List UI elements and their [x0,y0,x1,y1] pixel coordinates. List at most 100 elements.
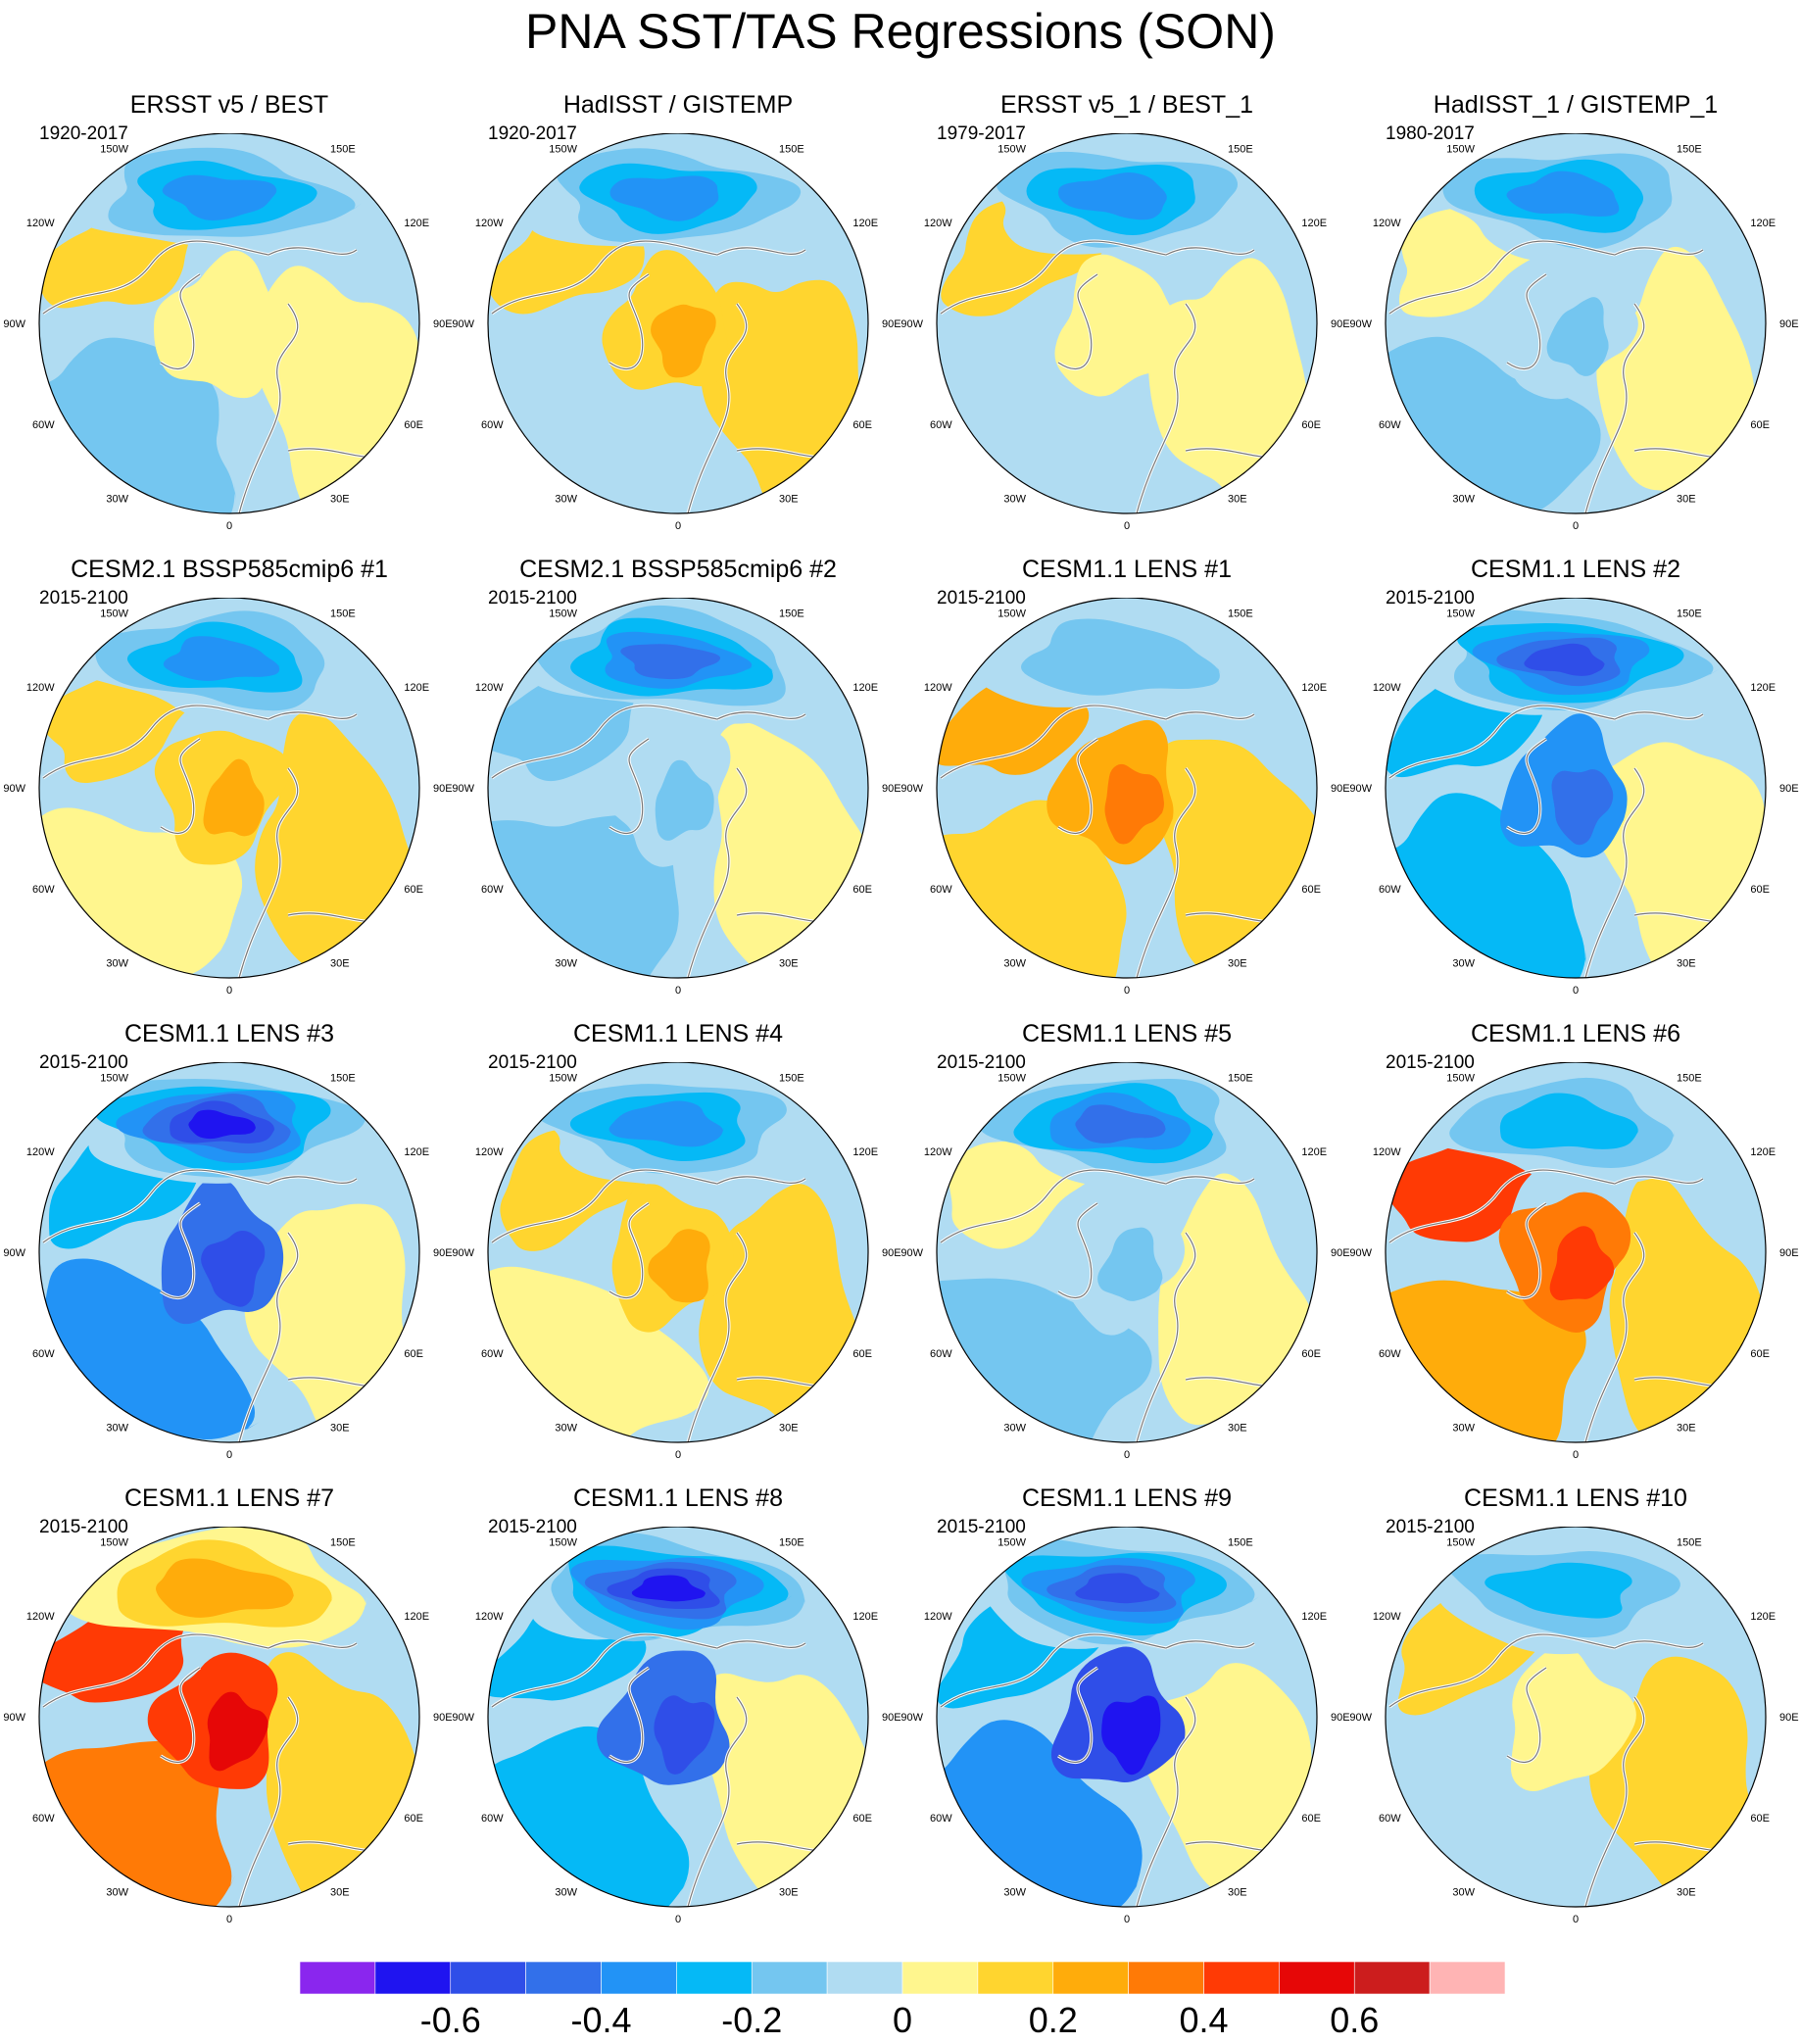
pacific-anomaly-level [609,175,719,221]
longitude-label: 60W [481,1813,504,1825]
pacific-anomaly-level [188,1109,256,1140]
map-panel: CESM1.1 LENS #62015-2100180150E120E90E60… [1350,1019,1801,1480]
longitude-label: 120E [1750,1146,1776,1158]
longitude-label: 150W [549,608,577,620]
longitude-label: 120E [404,1146,429,1158]
coastline-edge [160,1667,201,1763]
panel-period: 2015-2100 [488,1517,577,1537]
longitude-label: 120E [404,682,429,694]
longitude-label: 90E [1331,1247,1350,1259]
coastline-edge [1057,1667,1098,1763]
coastline-edge [1584,1696,1645,1907]
colorbar-box [1203,1961,1280,1995]
coastline-edge [687,303,748,513]
longitude-label: 60E [1750,1348,1770,1360]
longitude-label: 60E [852,1813,872,1825]
panel-period: 2015-2100 [937,1517,1026,1537]
map-panel: CESM2.1 BSSP585cmip6 #12015-2100180150E1… [4,555,455,1015]
longitude-label: 30E [330,1886,350,1898]
colorbar-box [901,1961,979,1995]
coastline-edge [238,303,299,513]
longitude-label: 120W [26,682,55,694]
pacific-anomaly-level [162,174,277,221]
longitude-label: 90W [901,783,924,795]
coastlines [940,704,1304,978]
longitude-label: 120W [26,1146,55,1158]
coastline-edge [716,1640,806,1649]
longitude-label: 0 [226,1449,232,1461]
longitude-label: 90E [1331,783,1350,795]
map-border [487,133,869,514]
polar-map: 180150E120E90E60E30E030W60W90W120W150W [1350,1527,1799,1925]
coastline-edge [268,1176,358,1185]
longitude-label: 30W [555,1422,577,1434]
map-panel: ERSST v5_1 / BEST_11979-2017180150E120E9… [901,90,1352,551]
coastline-edge [716,247,806,256]
longitude-label: 120W [26,218,55,229]
map-panel: CESM1.1 LENS #22015-2100180150E120E90E60… [1350,555,1801,1015]
longitude-label: 0 [1124,520,1130,532]
polar-map: 180150E120E90E60E30E030W60W90W120W150W [4,1527,453,1925]
arctic-core [203,758,266,837]
map-panel: ERSST v5 / BEST1920-2017180150E120E90E60… [4,90,455,551]
map-panel: CESM1.1 LENS #92015-2100180150E120E90E60… [901,1484,1352,1944]
coastline-edge [160,273,201,369]
colorbar-box [450,1961,526,1995]
longitude-label: 60W [481,419,504,431]
colorbar-box [977,1961,1054,1995]
map-field [488,133,868,513]
map-field [1386,598,1766,978]
coastline-edge [1584,1232,1645,1442]
coastline-edge [238,1232,299,1442]
coastline-edge [1614,1176,1704,1185]
pacific-anomaly-level [156,1558,294,1618]
panel-period: 2015-2100 [937,1052,1026,1073]
longitude-label: 60E [1750,419,1770,431]
map-border [487,598,869,979]
longitude-label: 90W [453,1247,475,1259]
panel-period: 2015-2100 [1386,1517,1475,1537]
longitude-label: 60W [32,419,55,431]
longitude-label: 60W [1379,1348,1401,1360]
coastline-edge [940,1169,1167,1243]
longitude-label: 60W [930,1348,952,1360]
panel-period: 2015-2100 [488,588,577,608]
panel-title: ERSST v5_1 / BEST_1 [1000,91,1253,119]
longitude-label: 150E [779,144,804,156]
longitude-label: 150W [1446,1073,1475,1085]
longitude-label: 0 [675,520,681,532]
polar-map: 180150E120E90E60E30E030W60W90W120W150W [453,133,901,532]
coastline-edge [1165,247,1255,256]
longitude-label: 120W [924,218,952,229]
pacific-anomaly-level [1075,1573,1160,1604]
longitude-label: 30E [1677,1422,1696,1434]
coastline-edge [1506,1202,1547,1298]
coastline-edge [1057,1202,1098,1298]
longitude-label: 120E [852,682,878,694]
longitude-label: 60E [404,419,423,431]
coastline-edge [1057,273,1098,369]
coastline-edge [160,738,201,834]
colorbar-box [374,1961,452,1995]
coastlines [42,1168,407,1442]
map-field [937,598,1317,978]
longitude-label: 60E [404,1813,423,1825]
longitude-label: 120E [1301,1146,1327,1158]
map-panel: HadISST / GISTEMP1920-2017180150E120E90E… [453,90,903,551]
coastline-edge [1614,1640,1704,1649]
longitude-label: 60E [1301,419,1321,431]
longitude-label: 90E [1779,1712,1799,1724]
polar-map: 180150E120E90E60E30E030W60W90W120W150W [4,598,453,997]
longitude-label: 30E [779,493,799,505]
polar-map: 180150E120E90E60E30E030W60W90W120W150W [1350,598,1799,997]
coastline-edge [687,1696,748,1907]
longitude-label: 150E [1677,1073,1702,1085]
map-field [488,598,868,978]
longitude-label: 30E [1677,957,1696,969]
longitude-label: 0 [1573,520,1579,532]
longitude-label: 60W [32,884,55,896]
map-border [936,1062,1318,1443]
map-panel: CESM1.1 LENS #82015-2100180150E120E90E60… [453,1484,903,1944]
colorbar-tick-label: -0.4 [570,2000,631,2040]
arctic-core [206,304,269,377]
